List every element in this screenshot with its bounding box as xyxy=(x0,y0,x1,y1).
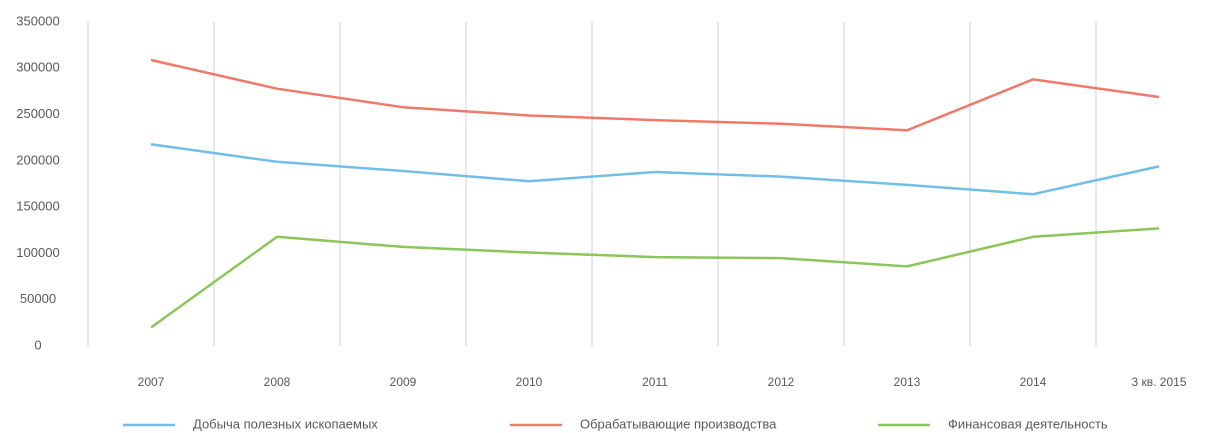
x-tick-label: 2007 xyxy=(138,375,165,389)
x-tick-label: 2009 xyxy=(390,375,417,389)
legend-label: Добыча полезных ископаемых xyxy=(193,416,378,431)
y-tick-label: 50000 xyxy=(20,291,56,306)
x-tick-label: 2012 xyxy=(768,375,795,389)
series-line xyxy=(150,227,1160,329)
series-line xyxy=(150,58,1160,132)
x-tick-label: 2008 xyxy=(264,375,291,389)
x-tick-label: 2011 xyxy=(642,375,668,389)
y-tick-label: 350000 xyxy=(16,13,59,28)
x-tick-label: 2010 xyxy=(516,375,543,389)
legend-label: Обрабатывающие производства xyxy=(580,416,777,431)
series-line xyxy=(150,142,1160,196)
y-tick-label: 300000 xyxy=(16,60,59,75)
y-tick-label: 250000 xyxy=(16,106,59,121)
y-tick-label: 100000 xyxy=(16,245,59,260)
y-tick-label: 200000 xyxy=(16,152,59,167)
y-tick-label: 0 xyxy=(34,337,41,352)
y-tick-label: 150000 xyxy=(16,199,59,214)
legend-label: Финансовая деятельность xyxy=(948,416,1108,431)
x-tick-label: 2013 xyxy=(894,375,921,389)
x-tick-label: 3 кв. 2015 xyxy=(1132,375,1187,389)
x-tick-label: 2014 xyxy=(1020,375,1047,389)
